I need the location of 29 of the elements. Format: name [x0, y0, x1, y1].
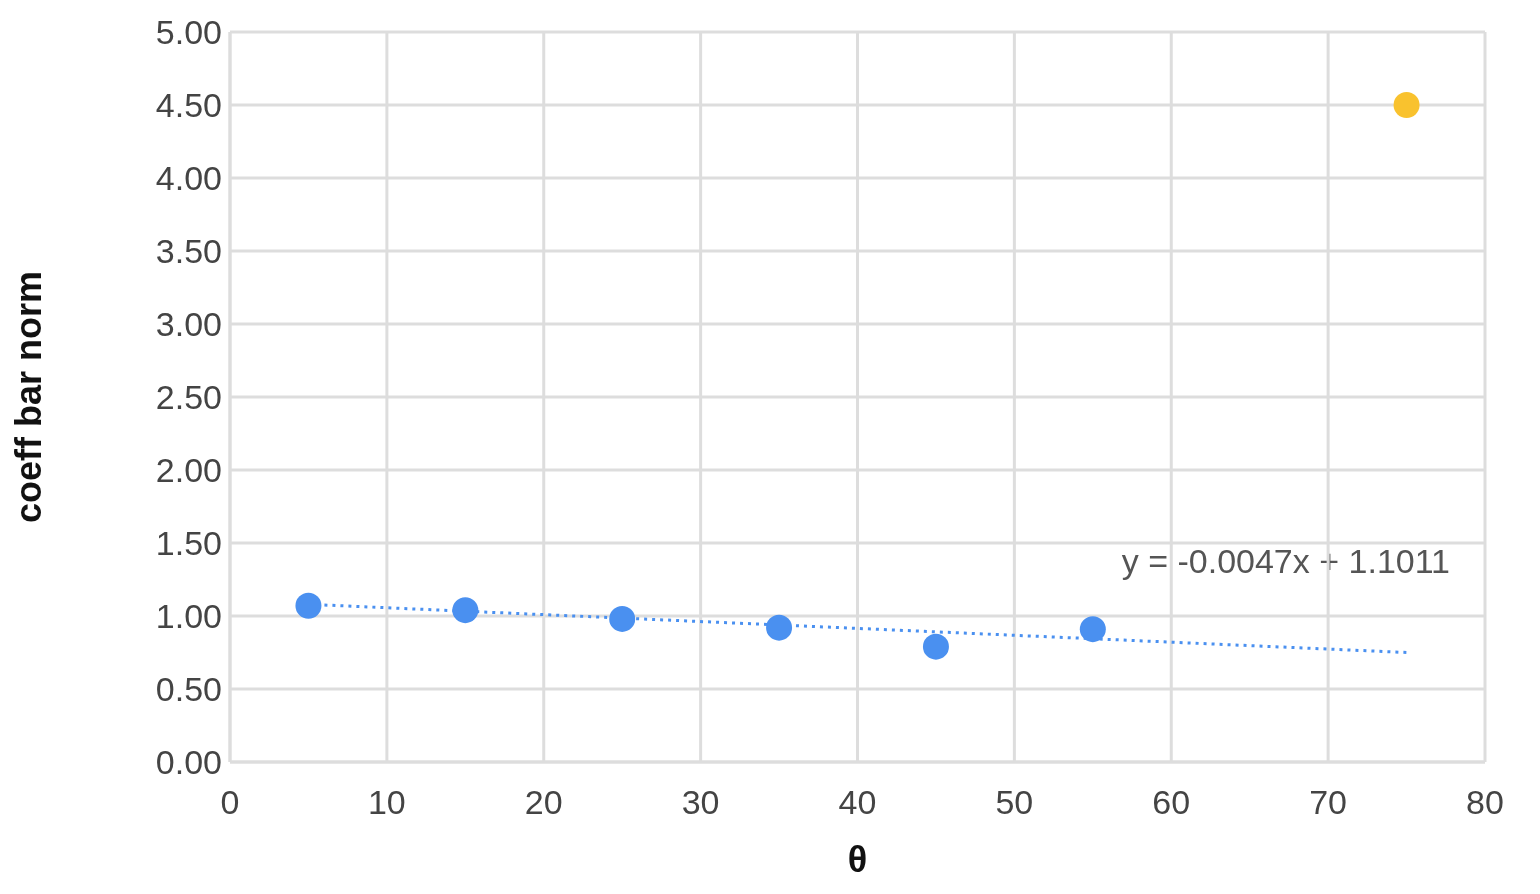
y-tick-label: 2.00 [155, 451, 222, 490]
y-tick-label: 1.50 [155, 524, 222, 563]
x-tick-label: 0 [220, 783, 240, 822]
point [609, 605, 636, 632]
point [452, 597, 479, 624]
y-tick-label: 5.00 [155, 13, 222, 52]
point [1079, 616, 1106, 643]
point [922, 633, 949, 660]
y-tick-label: 3.50 [155, 232, 222, 271]
x-tick-label: 70 [1309, 783, 1348, 822]
y-tick-label: 2.50 [155, 378, 222, 417]
x-tick-label: 10 [367, 783, 406, 822]
x-tick-label: 20 [524, 783, 563, 822]
x-tick-label: 60 [1152, 783, 1191, 822]
x-tick-label: 40 [838, 783, 877, 822]
y-tick-label: 3.00 [155, 305, 222, 344]
y-tick-label: 0.50 [155, 670, 222, 709]
x-axis-title: θ [847, 839, 868, 880]
point [1393, 92, 1420, 118]
x-tick-label: 30 [681, 783, 720, 822]
point [766, 614, 793, 641]
point [295, 592, 322, 619]
y-tick-label: 4.50 [155, 86, 222, 125]
y-tick-label: 4.00 [155, 159, 222, 198]
y-axis-title: coeff bar norm [7, 270, 49, 524]
x-tick-label: 50 [995, 783, 1034, 822]
x-tick-label: 80 [1466, 783, 1504, 822]
y-tick-label: 1.00 [155, 597, 222, 636]
y-tick-label: 0.00 [155, 743, 222, 782]
